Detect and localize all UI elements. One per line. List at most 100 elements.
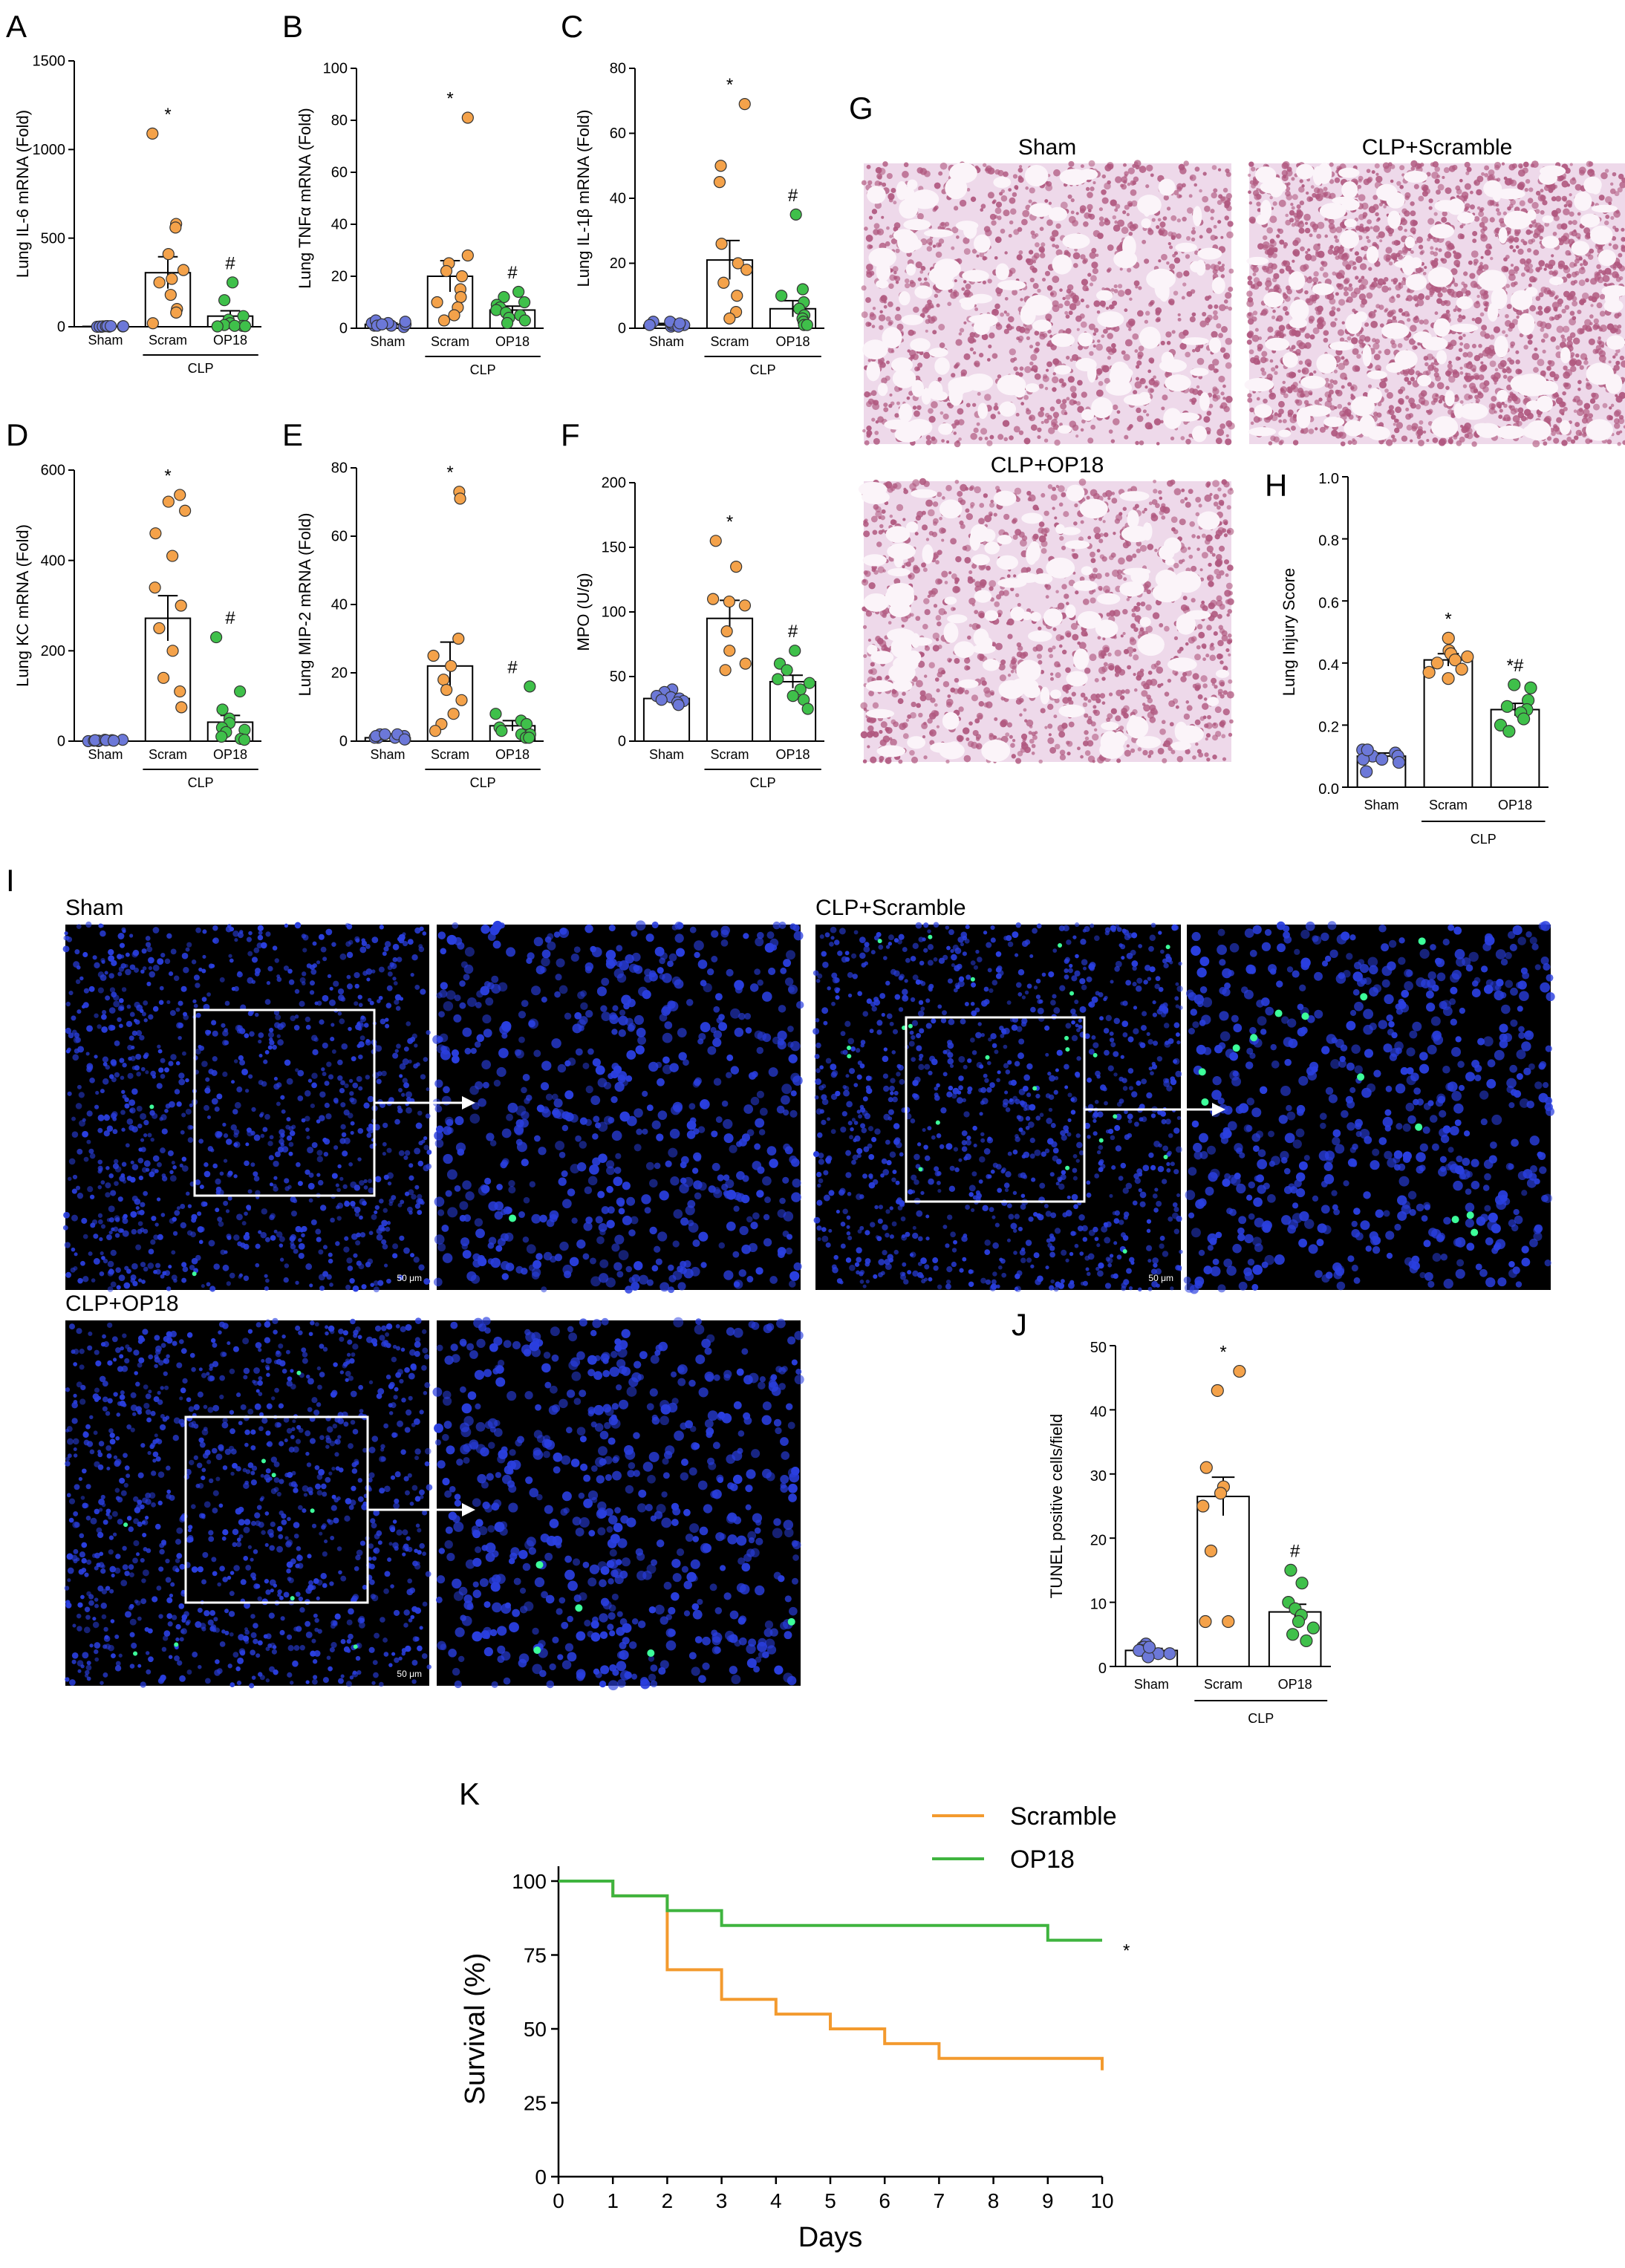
alveolar-space — [1175, 412, 1200, 422]
he-nucleus — [1373, 353, 1381, 361]
he-nucleus — [1196, 645, 1201, 650]
he-nucleus — [1049, 677, 1055, 681]
he-nucleus — [1158, 259, 1162, 263]
he-nucleus — [1144, 385, 1148, 389]
he-nucleus — [1313, 271, 1319, 277]
category-label: Sham — [88, 747, 123, 762]
alveolar-space — [1344, 218, 1357, 228]
alveolar-space — [866, 361, 881, 382]
he-nucleus — [1031, 752, 1035, 755]
he-nucleus — [1602, 403, 1608, 408]
significance-mark: * — [1445, 609, 1451, 629]
he-nucleus — [895, 248, 900, 253]
he-nucleus — [1543, 267, 1547, 271]
he-nucleus — [1116, 758, 1121, 763]
he-nucleus — [1374, 163, 1380, 169]
he-nucleus — [1572, 300, 1578, 307]
alveolar-space — [1351, 396, 1375, 417]
he-nucleus — [1121, 183, 1127, 190]
y-tick-label: 0.2 — [1318, 720, 1339, 736]
he-nucleus — [1283, 306, 1288, 311]
he-nucleus — [1603, 282, 1607, 287]
he-nucleus — [1354, 251, 1360, 256]
he-nucleus — [1309, 196, 1314, 202]
alveolar-space — [1494, 335, 1508, 358]
panel-letter: J — [1012, 1307, 1027, 1342]
he-nucleus — [944, 581, 948, 584]
he-nucleus — [1023, 437, 1031, 445]
he-nucleus — [1069, 420, 1077, 428]
he-nucleus — [1072, 298, 1078, 304]
he-nucleus — [1337, 329, 1345, 336]
he-nucleus — [1248, 333, 1253, 339]
he-nucleus — [1479, 312, 1485, 317]
he-nucleus — [1327, 382, 1334, 389]
he-nucleus — [1002, 420, 1010, 427]
he-nucleus — [1003, 437, 1009, 442]
he-nucleus — [1105, 306, 1110, 310]
he-nucleus — [1474, 316, 1482, 325]
he-nucleus — [1078, 345, 1084, 351]
data-point — [719, 664, 732, 677]
he-nucleus — [1344, 408, 1352, 416]
he-nucleus — [1261, 371, 1267, 376]
he-nucleus — [1065, 667, 1071, 674]
he-nucleus — [1213, 314, 1219, 321]
alveolar-space — [1542, 215, 1554, 224]
he-nucleus — [1436, 382, 1445, 390]
he-nucleus — [1161, 720, 1166, 725]
he-nucleus — [1213, 188, 1218, 193]
category-label: OP18 — [495, 334, 530, 349]
he-nucleus — [1420, 390, 1427, 397]
he-nucleus — [1228, 268, 1234, 274]
he-nucleus — [1405, 407, 1410, 411]
he-nucleus — [1598, 327, 1603, 332]
he-nucleus — [1287, 388, 1293, 394]
he-nucleus — [1416, 163, 1422, 169]
he-nucleus — [1352, 348, 1359, 355]
he-nucleus — [1554, 296, 1558, 300]
he-nucleus — [1516, 315, 1520, 319]
he-nucleus — [972, 351, 977, 355]
he-nucleus — [1051, 229, 1059, 238]
he-nucleus — [1335, 227, 1343, 233]
he-nucleus — [1442, 211, 1447, 217]
he-nucleus — [1136, 407, 1142, 414]
he-nucleus — [881, 377, 888, 384]
he-nucleus — [1052, 376, 1059, 384]
he-nucleus — [1498, 414, 1503, 420]
he-nucleus — [1432, 437, 1439, 443]
he-nucleus — [1124, 339, 1133, 347]
data-point — [1461, 650, 1474, 664]
he-nucleus — [1528, 238, 1534, 245]
he-nucleus — [1577, 379, 1582, 385]
alveolar-space — [1316, 353, 1337, 374]
he-nucleus — [916, 212, 924, 220]
he-nucleus — [1199, 320, 1207, 328]
he-nucleus — [1223, 533, 1228, 538]
he-nucleus — [1504, 268, 1509, 273]
he-nucleus — [1484, 249, 1491, 256]
he-nucleus — [1298, 227, 1305, 234]
he-nucleus — [1618, 414, 1624, 420]
he-nucleus — [1058, 303, 1064, 309]
he-nucleus — [1156, 442, 1160, 446]
he-nucleus — [1465, 362, 1473, 370]
he-nucleus — [1312, 192, 1317, 198]
significance-mark: * — [446, 89, 453, 109]
alveolar-space — [1139, 391, 1150, 401]
he-nucleus — [1448, 440, 1453, 445]
he-nucleus — [1182, 282, 1187, 287]
data-point — [674, 317, 686, 330]
he-nucleus — [1444, 251, 1452, 258]
he-nucleus — [936, 303, 940, 307]
he-nucleus — [1424, 362, 1429, 367]
he-nucleus — [959, 328, 965, 333]
he-nucleus — [1346, 336, 1352, 341]
he-nucleus — [1009, 220, 1014, 225]
he-nucleus — [1371, 281, 1378, 288]
he-nucleus — [953, 431, 957, 435]
alveolar-space — [997, 374, 1026, 396]
data-point — [801, 703, 814, 715]
